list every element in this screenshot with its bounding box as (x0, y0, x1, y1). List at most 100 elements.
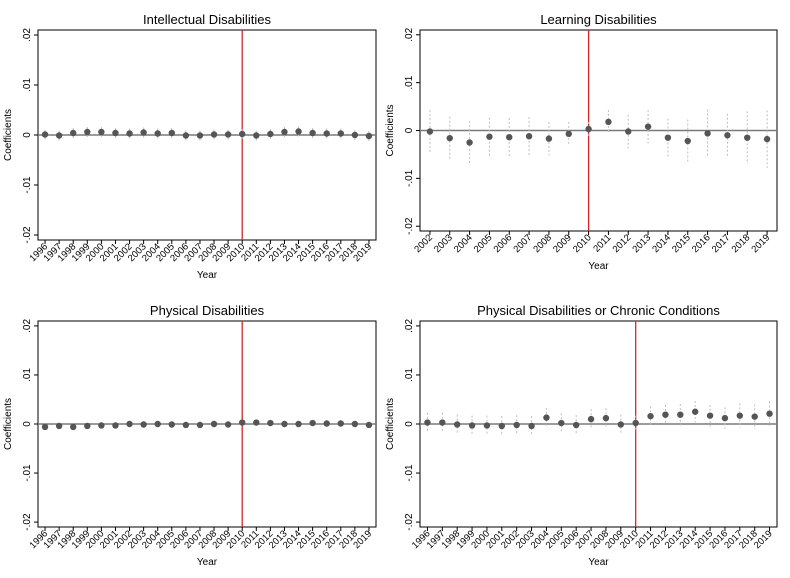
y-tick-label: 0 (22, 132, 33, 138)
y-tick-label: -.02 (22, 226, 33, 244)
x-tick-label: 2011 (591, 232, 613, 254)
data-point (267, 130, 274, 138)
y-tick-label: 0 (404, 421, 415, 427)
data-point (55, 422, 63, 430)
chart-title: Learning Disabilities (540, 12, 657, 27)
data-point (587, 415, 595, 423)
y-tick-label: -.01 (404, 169, 415, 187)
x-tick-label: 2014 (650, 232, 673, 255)
data-point (644, 123, 652, 130)
x-tick-label: 2019 (749, 232, 772, 255)
data-point (337, 420, 344, 427)
data-point (182, 421, 190, 429)
chart-title: Physical Disabilities or Chronic Conditi… (477, 303, 720, 318)
data-point (337, 130, 344, 137)
x-tick-label: 2007 (511, 232, 534, 255)
chart-panel: Physical Disabilities or Chronic Conditi… (385, 303, 778, 568)
x-tick-label: 2008 (531, 232, 554, 255)
data-point (253, 419, 260, 426)
data-point (351, 420, 359, 428)
x-tick-label: 2010 (571, 232, 594, 255)
data-point (721, 414, 729, 422)
data-point (632, 419, 639, 427)
data-point (224, 131, 232, 138)
data-point (677, 411, 684, 418)
data-point (625, 128, 632, 135)
y-axis-label: Coefficients (3, 109, 14, 161)
y-tick-label: 0 (404, 127, 415, 133)
data-point (453, 421, 461, 428)
data-point (140, 421, 147, 428)
data-point (126, 130, 133, 137)
data-point (426, 128, 434, 135)
data-point (662, 411, 669, 418)
data-point (84, 128, 91, 136)
data-point (55, 132, 63, 139)
data-point (483, 422, 491, 429)
data-point (239, 130, 246, 138)
data-point (763, 135, 771, 143)
chart-panel: Physical Disabilities .02 .01 0 -.01 -.02 Coef… (3, 303, 377, 568)
data-point (281, 128, 288, 136)
chart-title: Intellectual Disabilities (143, 12, 271, 27)
x-tick-label: 2016 (690, 232, 713, 255)
data-point (154, 420, 161, 428)
data-point (466, 139, 473, 146)
y-tick-label: -.01 (22, 176, 33, 194)
data-point (365, 421, 373, 429)
data-point (295, 128, 302, 135)
y-tick-label: -.02 (22, 513, 33, 531)
x-tick-label: 2015 (670, 232, 693, 255)
data-point (182, 132, 190, 139)
data-point (664, 134, 672, 141)
data-point (585, 125, 592, 133)
x-tick-label: 2005 (472, 232, 495, 255)
data-point (41, 131, 49, 138)
y-axis-label: Coefficients (385, 104, 396, 156)
y-tick-label: .01 (404, 75, 415, 89)
y-axis-label: Coefficients (385, 398, 396, 450)
data-point (309, 419, 316, 427)
data-point (140, 129, 147, 136)
data-point (605, 118, 612, 126)
chart-title: Physical Disabilities (150, 303, 265, 318)
data-point (309, 129, 316, 137)
data-point (112, 422, 119, 429)
y-tick-label: 0 (22, 421, 33, 427)
data-point (239, 419, 246, 426)
y-axis-label: Coefficients (3, 398, 14, 450)
x-tick-label: 2009 (551, 232, 574, 255)
data-point (98, 128, 105, 136)
y-tick-label: -.02 (404, 217, 415, 235)
data-point (486, 133, 493, 140)
data-point (528, 422, 535, 430)
data-point (706, 412, 714, 419)
data-point (70, 129, 77, 137)
data-point (684, 137, 691, 145)
x-axis-label: Year (197, 557, 218, 568)
y-tick-label: -.01 (404, 464, 415, 482)
data-point (196, 421, 204, 429)
data-point (112, 129, 119, 137)
y-tick-label: .02 (404, 319, 415, 333)
y-tick-label: .02 (404, 27, 415, 41)
data-point (98, 422, 105, 429)
data-point (154, 130, 161, 137)
chart-panel: Learning Disabilities .02 .01 0 -.01 -.02 Coef… (385, 12, 778, 272)
data-point (267, 419, 274, 427)
data-point (323, 130, 330, 137)
data-point (210, 131, 218, 138)
data-point (543, 414, 550, 421)
data-point (558, 419, 565, 427)
data-point (751, 413, 758, 420)
x-tick-label: 2006 (492, 232, 515, 255)
data-point (565, 130, 572, 138)
x-axis-label: Year (588, 557, 609, 568)
data-point (704, 130, 711, 137)
x-tick-label: 2018 (730, 232, 753, 255)
data-point (281, 420, 288, 428)
data-point (168, 421, 175, 428)
data-point (351, 131, 359, 139)
y-tick-label: .01 (22, 368, 33, 382)
